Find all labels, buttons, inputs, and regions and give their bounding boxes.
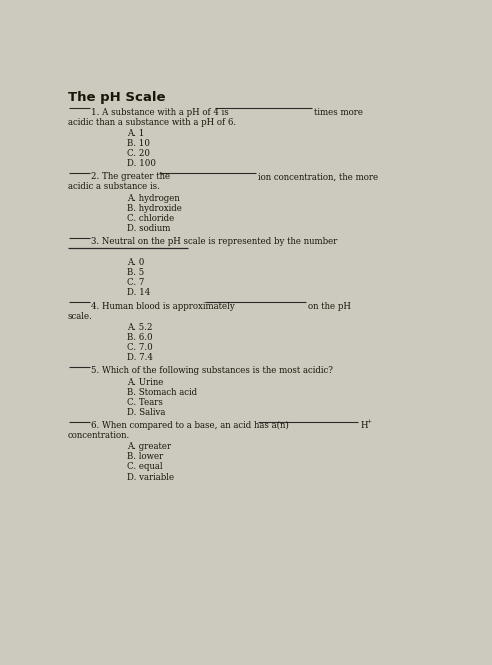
- Text: 5. Which of the following substances is the most acidic?: 5. Which of the following substances is …: [91, 366, 333, 375]
- Text: C. equal: C. equal: [127, 462, 163, 471]
- Text: C. Tears: C. Tears: [127, 398, 163, 407]
- Text: 6. When compared to a base, an acid has a(n): 6. When compared to a base, an acid has …: [91, 421, 289, 430]
- Text: B. hydroxide: B. hydroxide: [127, 203, 182, 213]
- Text: C. 20: C. 20: [127, 149, 151, 158]
- Text: on the pH: on the pH: [308, 301, 351, 311]
- Text: 2. The greater the: 2. The greater the: [91, 172, 170, 181]
- Text: B. 5: B. 5: [127, 269, 145, 277]
- Text: D. 14: D. 14: [127, 289, 151, 297]
- Text: D. 7.4: D. 7.4: [127, 353, 153, 362]
- Text: scale.: scale.: [68, 312, 92, 321]
- Text: B. 6.0: B. 6.0: [127, 333, 153, 342]
- Text: A. greater: A. greater: [127, 442, 172, 452]
- Text: ion concentration, the more: ion concentration, the more: [258, 172, 378, 181]
- Text: concentration.: concentration.: [68, 431, 130, 440]
- Text: The pH Scale: The pH Scale: [68, 90, 165, 104]
- Text: A. hydrogen: A. hydrogen: [127, 194, 180, 203]
- Text: D. sodium: D. sodium: [127, 224, 171, 233]
- Text: H: H: [361, 421, 368, 430]
- Text: A. 5.2: A. 5.2: [127, 323, 153, 332]
- Text: C. 7.0: C. 7.0: [127, 343, 153, 352]
- Text: 1. A substance with a pH of 4 is: 1. A substance with a pH of 4 is: [91, 108, 229, 116]
- Text: acidic a substance is.: acidic a substance is.: [68, 182, 159, 192]
- Text: C. 7: C. 7: [127, 279, 145, 287]
- Text: D. Saliva: D. Saliva: [127, 408, 166, 417]
- Text: 4. Human blood is approximately: 4. Human blood is approximately: [91, 301, 235, 311]
- Text: acidic than a substance with a pH of 6.: acidic than a substance with a pH of 6.: [68, 118, 236, 126]
- Text: times more: times more: [314, 108, 363, 116]
- Text: B. Stomach acid: B. Stomach acid: [127, 388, 197, 397]
- Text: B. lower: B. lower: [127, 452, 164, 462]
- Text: 3. Neutral on the pH scale is represented by the number: 3. Neutral on the pH scale is represente…: [91, 237, 338, 246]
- Text: A. 0: A. 0: [127, 259, 145, 267]
- Text: B. 10: B. 10: [127, 139, 151, 148]
- Text: +: +: [366, 420, 371, 424]
- Text: D. variable: D. variable: [127, 473, 175, 481]
- Text: C. chloride: C. chloride: [127, 213, 175, 223]
- Text: D. 100: D. 100: [127, 159, 156, 168]
- Text: A. 1: A. 1: [127, 129, 145, 138]
- Text: A. Urine: A. Urine: [127, 378, 164, 387]
